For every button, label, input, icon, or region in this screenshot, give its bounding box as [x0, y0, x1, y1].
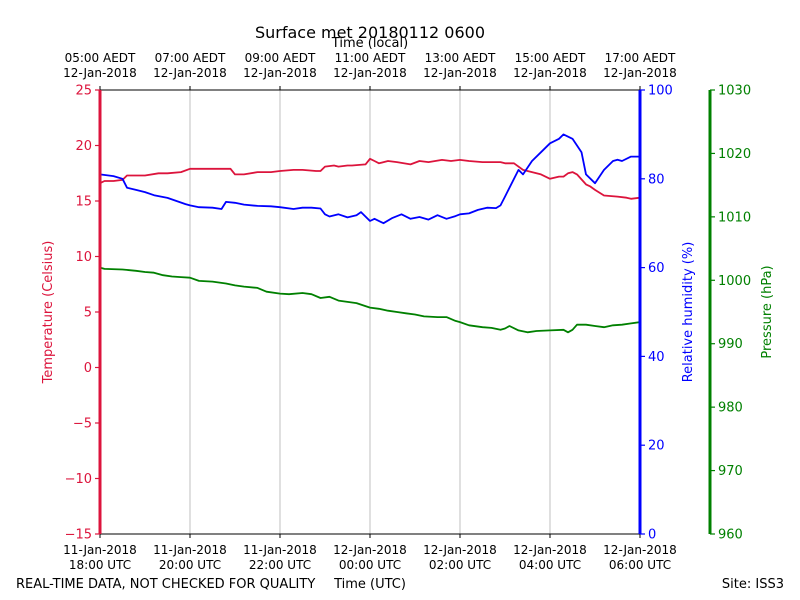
pressure-tick-label: 1030	[718, 84, 751, 99]
x-tick-label-utc-time: 00:00 UTC	[339, 558, 401, 572]
x-tick-label-utc-date: 12-Jan-2018	[603, 543, 677, 557]
temperature-tick-label: 20	[75, 139, 92, 154]
temperature-axis-label: Temperature (Celsius)	[41, 241, 56, 385]
x-tick-label-local-time: 05:00 AEDT	[65, 51, 136, 65]
pressure-tick-label: 1020	[718, 147, 751, 162]
temperature-tick-label: 15	[75, 195, 92, 210]
x-tick-label-local-time: 13:00 AEDT	[425, 51, 496, 65]
temperature-tick-label: −5	[73, 417, 92, 432]
humidity-tick-label: 0	[648, 528, 656, 543]
x-tick-label-local-date: 12-Jan-2018	[603, 66, 677, 80]
x-tick-label-local-time: 09:00 AEDT	[245, 51, 316, 65]
quality-disclaimer: REAL-TIME DATA, NOT CHECKED FOR QUALITY	[16, 577, 315, 592]
x-tick-label-utc-time: 02:00 UTC	[429, 558, 491, 572]
pressure-tick-label: 990	[718, 337, 743, 352]
x-tick-label-local-time: 11:00 AEDT	[335, 51, 406, 65]
chart-title: Surface met 20180112 0600	[255, 23, 485, 42]
pressure-tick-label: 960	[718, 528, 743, 543]
pressure-tick-label: 1010	[718, 210, 751, 225]
temperature-tick-label: 0	[84, 361, 92, 376]
x-tick-label-local-date: 12-Jan-2018	[513, 66, 587, 80]
x-tick-label-local-date: 12-Jan-2018	[333, 66, 407, 80]
humidity-tick-label: 100	[648, 84, 673, 99]
x-axis-label-utc: Time (UTC)	[333, 577, 406, 592]
pressure-tick-label: 980	[718, 401, 743, 416]
x-gridlines	[189, 90, 551, 534]
x-tick-label-local-time: 17:00 AEDT	[605, 51, 676, 65]
x-tick-label-local-date: 12-Jan-2018	[153, 66, 227, 80]
temperature-tick-label: −10	[65, 472, 92, 487]
temperature-tick-label: 10	[75, 250, 92, 265]
humidity-tick-label: 20	[648, 439, 665, 454]
x-tick-label-utc-time: 06:00 UTC	[609, 558, 671, 572]
temperature-tick-label: 25	[75, 84, 92, 99]
humidity-tick-label: 60	[648, 261, 665, 276]
series-layer	[99, 133, 641, 334]
humidity-tick-label: 80	[648, 172, 665, 187]
pressure-tick-label: 970	[718, 464, 743, 479]
x-tick-label-utc-time: 04:00 UTC	[519, 558, 581, 572]
x-tick-label-local-date: 12-Jan-2018	[423, 66, 497, 80]
x-tick-label-local-date: 12-Jan-2018	[63, 66, 137, 80]
pressure-axis-label: Pressure (hPa)	[760, 265, 775, 358]
pressure-tick-label: 1000	[718, 274, 751, 289]
x-tick-label-utc-date: 11-Jan-2018	[63, 543, 137, 557]
pressure-series-line	[99, 266, 641, 334]
x-tick-label-local-date: 12-Jan-2018	[243, 66, 317, 80]
temperature-series-line	[99, 157, 641, 200]
humidity-axis-label: Relative humidity (%)	[681, 242, 696, 383]
humidity-series-line	[99, 133, 640, 225]
x-tick-label-utc-date: 12-Jan-2018	[333, 543, 407, 557]
humidity-tick-label: 40	[648, 350, 665, 365]
x-tick-label-local-time: 07:00 AEDT	[155, 51, 226, 65]
x-tick-label-utc-date: 11-Jan-2018	[153, 543, 227, 557]
x-tick-label-utc-date: 12-Jan-2018	[513, 543, 587, 557]
x-tick-label-utc-date: 11-Jan-2018	[243, 543, 317, 557]
site-label: Site: ISS3	[722, 577, 784, 592]
x-tick-label-utc-date: 12-Jan-2018	[423, 543, 497, 557]
temperature-tick-label: −15	[65, 528, 92, 543]
x-tick-label-local-time: 15:00 AEDT	[515, 51, 586, 65]
temperature-tick-label: 5	[84, 306, 92, 321]
x-tick-label-utc-time: 18:00 UTC	[69, 558, 131, 572]
x-tick-label-utc-time: 20:00 UTC	[159, 558, 221, 572]
x-axis-label-local: Time (local)	[331, 36, 408, 51]
x-tick-label-utc-time: 22:00 UTC	[249, 558, 311, 572]
